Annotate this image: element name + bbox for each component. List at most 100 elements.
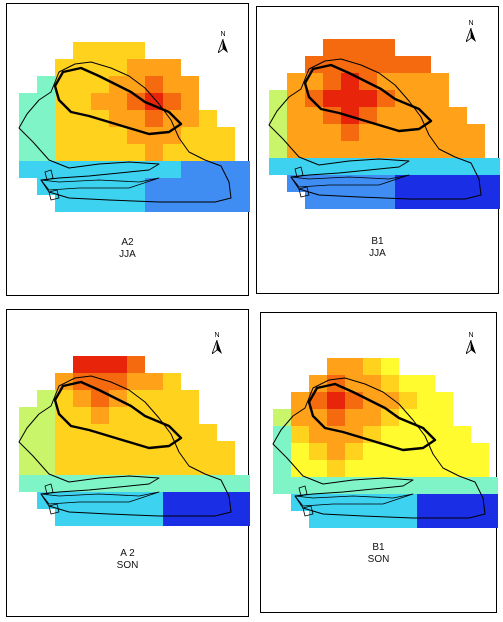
grid-cell (145, 93, 163, 110)
grid-cell (37, 161, 55, 178)
grid-cell (395, 192, 413, 209)
grid-cell (127, 356, 145, 373)
grid-cell (449, 175, 467, 192)
grid-cell (395, 90, 413, 107)
grid-cell (449, 192, 467, 209)
map-a2-son (18, 356, 250, 526)
grid-cell (435, 477, 453, 494)
grid-cell (395, 175, 413, 192)
grid-cell (345, 511, 363, 528)
grid-cell (305, 141, 323, 158)
grid-cell (37, 93, 55, 110)
country-boundary (272, 377, 486, 519)
grid-cell (235, 492, 250, 509)
grid-cell (55, 475, 73, 492)
grid-cell (73, 509, 91, 526)
grid-cell (163, 178, 181, 195)
grid-cell (431, 175, 449, 192)
grid-cell (345, 443, 363, 460)
grid-cell (163, 76, 181, 93)
grid-cell (309, 477, 327, 494)
grid-cell (55, 407, 73, 424)
grid-cell (37, 441, 55, 458)
grid-cell (181, 161, 199, 178)
grid-cell (399, 426, 417, 443)
grid-cell (163, 390, 181, 407)
grid-cell (145, 441, 163, 458)
grid-cell (345, 358, 363, 375)
grid-cell (377, 39, 395, 56)
grid-cell (413, 90, 431, 107)
grid-cell (163, 407, 181, 424)
grid-cell (217, 161, 235, 178)
grid-cell (323, 141, 341, 158)
grid-cell (485, 175, 500, 192)
grid-cell (467, 141, 485, 158)
country-boundary (268, 58, 482, 200)
grid-cell (91, 161, 109, 178)
grid-cell (199, 127, 217, 144)
grid-cell (327, 358, 345, 375)
grid-cell (489, 494, 498, 511)
grid-cell (323, 39, 341, 56)
grid-cell (73, 76, 91, 93)
grid-cell (399, 511, 417, 528)
grid-cell (413, 175, 431, 192)
grid-cell (471, 460, 489, 477)
grid-cell (73, 475, 91, 492)
grid-cell (145, 178, 163, 195)
north-arrow-icon: N (216, 31, 230, 53)
grid-cell (309, 409, 327, 426)
grid-cell (345, 494, 363, 511)
grid-cell (377, 175, 395, 192)
grid-cell (395, 107, 413, 124)
grid-cell (305, 73, 323, 90)
grid-cell (91, 42, 109, 59)
grid-cell (181, 390, 199, 407)
grid-cell (163, 492, 181, 509)
grid-cell (435, 511, 453, 528)
grid-cell (291, 477, 309, 494)
grid-cell (19, 144, 37, 161)
grid-cell (381, 358, 399, 375)
map-panel-b1-son: N B1 SON (260, 312, 498, 613)
grid-cell (309, 443, 327, 460)
grid-cell (127, 492, 145, 509)
grid-cell (395, 158, 413, 175)
island-outline (298, 485, 308, 497)
grid-cell (217, 127, 235, 144)
grid-cell (109, 509, 127, 526)
grid-cell (341, 192, 359, 209)
grid-cell (145, 509, 163, 526)
grid-cell (359, 141, 377, 158)
grid-cell (217, 492, 235, 509)
grid-cell (127, 178, 145, 195)
grid-cell (37, 127, 55, 144)
grid-cell (453, 494, 471, 511)
grid-cell (73, 407, 91, 424)
grid-cell (163, 458, 181, 475)
grid-cell (127, 59, 145, 76)
grid-cell (199, 492, 217, 509)
grid-cell (359, 39, 377, 56)
grid-cell (127, 144, 145, 161)
grid-cell (37, 407, 55, 424)
grid-cell (327, 443, 345, 460)
grid-cell (363, 460, 381, 477)
grid-cell (181, 93, 199, 110)
grid-cell (91, 127, 109, 144)
grid-cell (163, 509, 181, 526)
grid-cell (109, 42, 127, 59)
grid-cell (363, 409, 381, 426)
grid-cell (235, 509, 250, 526)
grid-cell (377, 107, 395, 124)
grid-cell (181, 475, 199, 492)
grid-cell (55, 110, 73, 127)
grid-cell (163, 424, 181, 441)
grid-cell (19, 424, 37, 441)
grid-cell (381, 409, 399, 426)
grid-cell (305, 107, 323, 124)
grid-cell (449, 141, 467, 158)
grid-cell (413, 107, 431, 124)
grid-cell (145, 144, 163, 161)
